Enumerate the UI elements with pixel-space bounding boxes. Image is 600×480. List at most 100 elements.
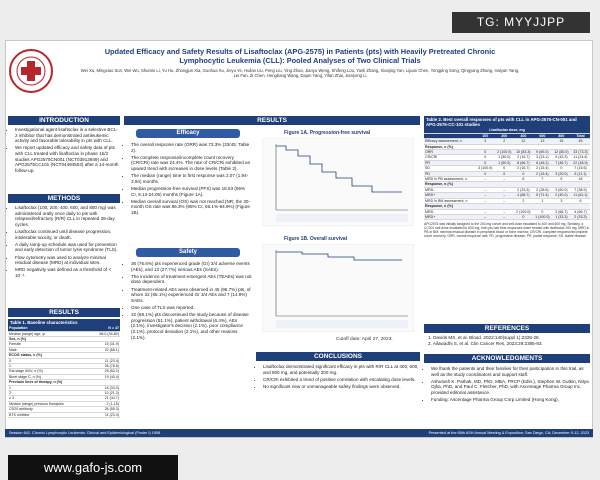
table-row: Median (range) age, yr 58.0 (34-80) [8, 331, 120, 338]
table-cell: 2 (33.3) [513, 187, 533, 194]
bullet: Funding: Ascentage Pharma Group Corp Lim… [431, 397, 590, 403]
table-cell: 13 [532, 138, 552, 145]
table-cell: MRD+ [424, 192, 476, 199]
table-row: Population N = 47 [8, 326, 120, 332]
reference: 1. Davids MS, et al. Blood. 2022;140(sup… [428, 335, 540, 340]
safety-list: 36 (76.6%) pts experienced grade (Gr) 3/… [124, 261, 252, 342]
table-cell: Median (range) age, yr [8, 331, 90, 338]
table-cell [424, 133, 476, 140]
table-row: 0 11 (23.4) [8, 358, 120, 365]
table-row: MRD in BM assessment, n – –2 1 3 6 [424, 198, 590, 205]
table-cell: 7 (15.6) [570, 165, 590, 172]
table-row: ECOG status, n (%) [8, 352, 120, 359]
table-cell: 3 (100.0) [475, 165, 495, 172]
table-cell: Rai stage III/IV, n (%) [8, 368, 90, 375]
table-row: MRD+ – –4 (66.7) 5 (71.4) 2 (40.0) 11 (61.1) [424, 192, 590, 199]
table-cell: 2 [8, 390, 90, 397]
table-cell: 11 (24.4) [570, 154, 590, 161]
table-cell: 1 (33.3) [551, 214, 571, 221]
table-cell: 3 (20.0) [551, 171, 571, 178]
footer-left: Session 642. Chronic Lymphocytic Leukemi… [9, 431, 161, 435]
table-cell: 600 [532, 133, 552, 140]
table-cell: 6 [513, 176, 533, 183]
table-cell: 32 (68.1) [89, 347, 120, 354]
table-cell: N = 47 [89, 326, 120, 332]
conclusions-list: Lisaftoclax demonstrated significant eff… [256, 364, 420, 391]
bullet: The overall response rate (ORR) was 73.3… [131, 142, 252, 153]
bullet: Investigational agent lisaftoclax is a s… [15, 127, 120, 144]
table-row: PR 0 1 (50.0) 8 (66.7) 6 (46.2) 7 (46.7) 22 (4… [424, 160, 590, 167]
bullet: We report updated efficacy and safety da… [15, 145, 120, 173]
bullet: Treatment-related AEs were observed in 4… [131, 287, 252, 304]
bullet: MRD negativity was defined as a threshol… [15, 267, 120, 278]
table-cell: MRD in BM assessment, n [424, 198, 476, 205]
table-cell: 400 [513, 133, 533, 140]
table-cell: 2 (16.7) [513, 154, 533, 161]
bullet: Flow cytometry was used to analyze minim… [15, 255, 120, 266]
table-row: Response, n (%) [424, 181, 590, 188]
table-cell: ECOG status, n (%) [8, 352, 120, 359]
bullet: Median overall survival (OS) was not rea… [131, 199, 252, 216]
table-cell: 1 [532, 198, 552, 205]
table-cell: Population [8, 326, 90, 332]
table-cell: MRD in PB assessment, n [424, 176, 476, 183]
table-title: Table 2. Best overall responses of pts w… [424, 116, 590, 129]
table-cell: 5 (11.1) [570, 171, 590, 178]
table-cell: MRD+ [424, 214, 476, 221]
table-cell: 2 (100.0) [513, 209, 533, 215]
section-heading: METHODS [8, 194, 120, 203]
table-row: Response, n (%) [424, 203, 590, 210]
intro-list: Investigational agent lisaftoclax is a s… [8, 127, 120, 175]
table-cell: CD20 antibody [8, 406, 90, 413]
table-cell: 0 [475, 149, 495, 156]
table-cell: 15 [551, 138, 571, 145]
table-cell: – [494, 198, 514, 205]
figure-title: Figure 1B. Overall survival [284, 236, 348, 242]
bullet: The median (range) time to first respons… [131, 173, 252, 184]
table-cell: 7 [532, 176, 552, 183]
table-cell: 11 (61.1) [570, 192, 590, 199]
table-row: BTK inhibitor 11 (23.4) [8, 412, 120, 419]
table-cell: 2 (40.0) [551, 192, 571, 199]
table-cell: Lisaftoclax dose, mg [424, 128, 590, 134]
poster-title: Updated Efficacy and Safety Results of L… [104, 47, 496, 65]
table-cell: 2 (15.4) [532, 171, 552, 178]
table-cell: 2 (16.7) [513, 165, 533, 172]
table-cell: 0 [513, 214, 533, 221]
table-row: Female 15 (31.9) [8, 341, 120, 348]
table-1: Table 1. Baseline characteristics Popula… [8, 319, 120, 419]
table-title: Table 1. Baseline characteristics [8, 319, 120, 327]
table-cell: 2 (1-15) [89, 401, 120, 408]
km-plot [262, 138, 414, 226]
bullet: One case of TLS was reported. [131, 305, 252, 311]
bullet: Lisaftoclax continued until disease prog… [15, 229, 120, 240]
watermark-top: TG: MYYJJPP [452, 12, 590, 33]
table-cell: 3 [551, 198, 571, 205]
table-cell: – [475, 192, 495, 199]
table-cell: 3 [475, 138, 495, 145]
subsection-heading: Efficacy [136, 129, 240, 138]
table-cell: 1 [8, 385, 90, 392]
table-cell: Male [8, 347, 90, 354]
table-cell: 1 (50.0) [494, 160, 514, 167]
table-cell: 7 (46.7) [551, 160, 571, 167]
table-row: Median (range) previous therapies 2 (1-15… [8, 401, 120, 408]
table-row: Male 32 (68.1) [8, 347, 120, 354]
table-cell: 12 (80.0) [551, 149, 571, 156]
table-cell: 0 [551, 165, 571, 172]
table-cell: Female [8, 341, 90, 348]
table-cell: 3 (60.0) [551, 187, 571, 194]
table-cell: ORR [424, 149, 476, 156]
table-cell: 0 [8, 358, 90, 365]
table-row: Sex, n (%) [8, 336, 120, 343]
table-cell: 3 (23.1) [532, 154, 552, 161]
bullet: Median progression-free survival (PFS) w… [131, 186, 252, 197]
table-row: PD 0 0 0 2 (15.4) 3 (20.0) 5 (11.1) [424, 171, 590, 178]
table-cell: 15 (31.9) [89, 341, 120, 348]
table-cell: Sex, n (%) [8, 336, 120, 343]
table-row: Rai stage III/IV, n (%) 25 (53.2) [8, 368, 120, 375]
km-plot [262, 244, 414, 332]
table-cell: 45 [570, 138, 590, 145]
watermark-bottom: www.gafo-js.com [8, 455, 178, 480]
table-cell: MRD- [424, 187, 476, 194]
